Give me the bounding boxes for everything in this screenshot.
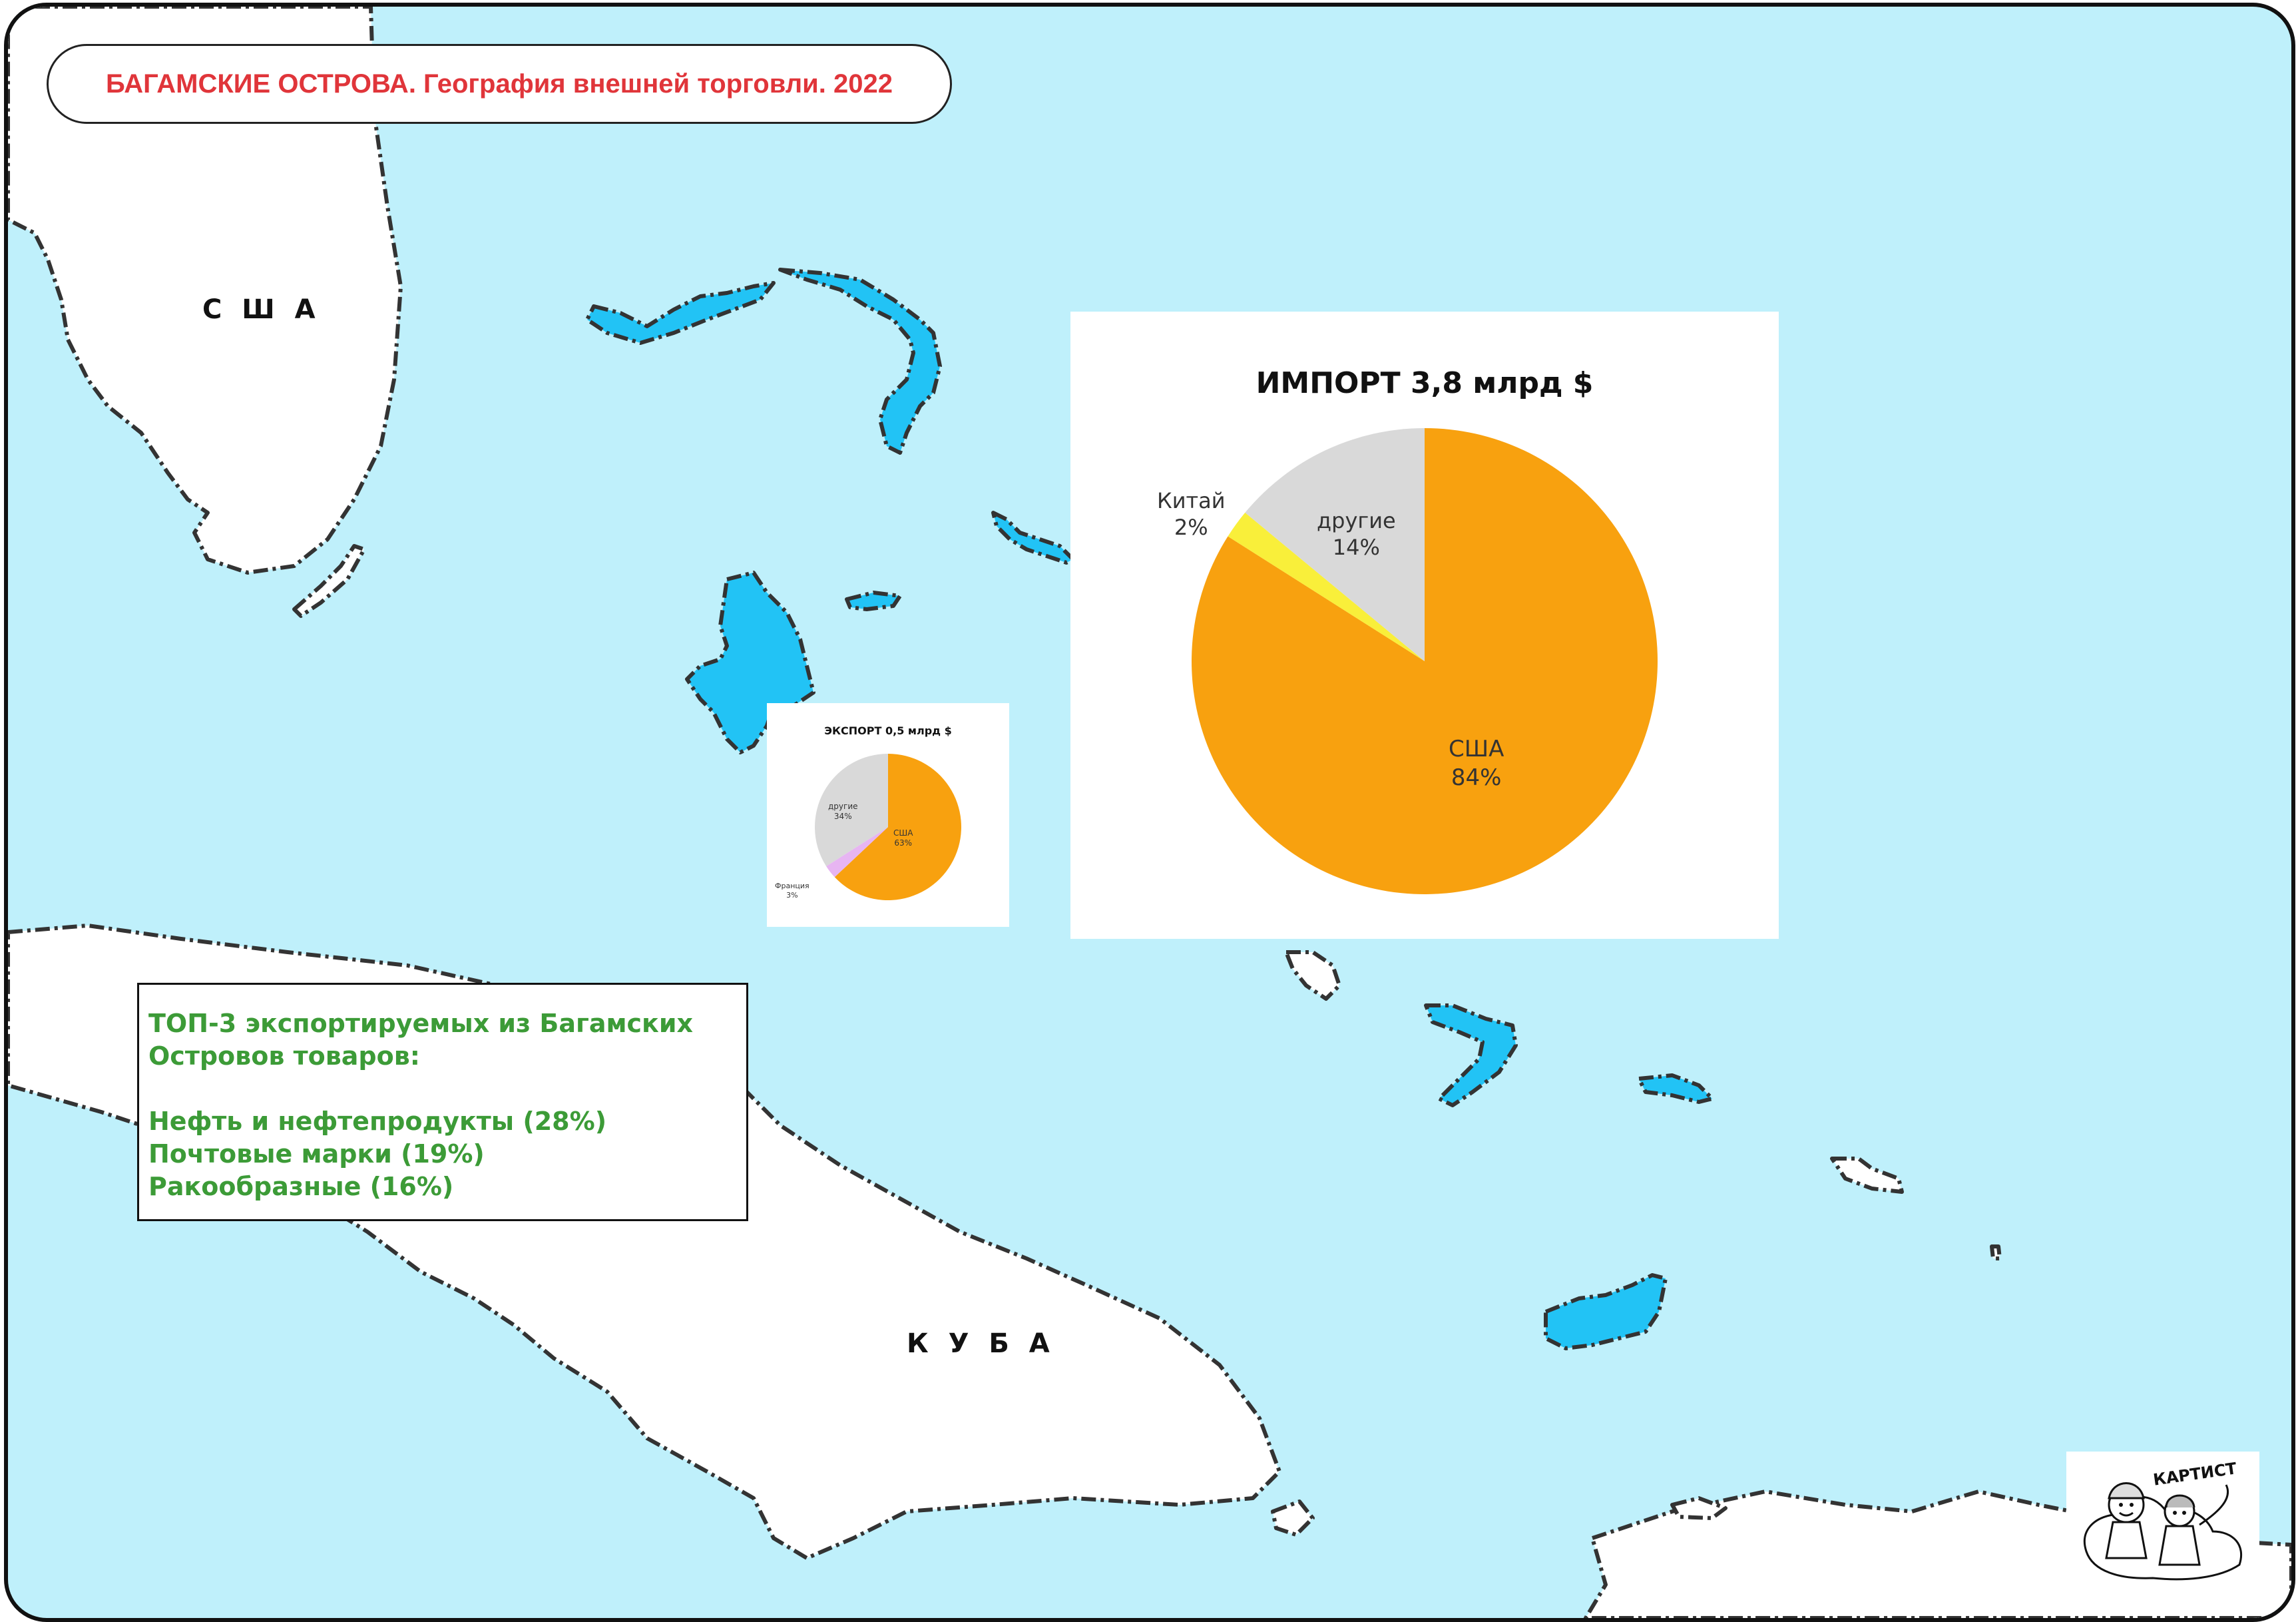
cartoon-characters-icon <box>2083 1482 2243 1581</box>
top-exports-item-1: Нефть и нефтепродукты (28%) <box>148 1107 607 1136</box>
island-andros <box>685 571 815 754</box>
top-exports-spacer <box>148 1073 737 1105</box>
land-tortuga <box>1670 1496 1727 1520</box>
island-eleuthera <box>991 511 1075 565</box>
island-great-inagua <box>1544 1273 1668 1350</box>
import-label-china: Китай 2% <box>1157 487 1226 541</box>
island-grand-bahama <box>585 281 776 345</box>
export-label-usa-name: США <box>893 828 913 838</box>
island-small-2 <box>1990 1244 2002 1260</box>
title-box: БАГАМСКИЕ ОСТРОВА. География внешней тор… <box>47 44 952 124</box>
export-chart-card: ЭКСПОРТ 0,5 млрд $ США 63% Франция 3% др… <box>767 703 1009 927</box>
island-crooked <box>1424 1003 1518 1107</box>
export-label-france: Франция 3% <box>775 882 809 900</box>
land-isla-juventud <box>1271 1499 1315 1537</box>
import-label-other-value: 14% <box>1332 535 1380 560</box>
export-label-other: другие 34% <box>828 802 858 822</box>
country-label-usa: С Ш А <box>202 294 321 325</box>
island-small-1 <box>1830 1157 1904 1194</box>
export-slice-0 <box>834 754 961 900</box>
land-usa <box>8 7 403 575</box>
import-chart-title: ИМПОРТ 3,8 млрд $ <box>1256 366 1594 400</box>
export-chart-title: ЭКСПОРТ 0,5 млрд $ <box>824 724 952 737</box>
export-pie <box>815 754 961 900</box>
import-label-china-name: Китай <box>1157 488 1226 513</box>
top-exports-heading-1: ТОП-3 экспортируемых из Багамских <box>148 1009 693 1038</box>
export-slice-2 <box>815 754 888 866</box>
export-label-other-value: 34% <box>833 812 852 821</box>
page-title: БАГАМСКИЕ ОСТРОВА. География внешней тор… <box>106 69 893 99</box>
top-exports-box: ТОП-3 экспортируемых из Багамских Остров… <box>137 983 748 1221</box>
import-label-other-name: другие <box>1317 508 1396 533</box>
import-label-usa-value: 84% <box>1451 764 1502 791</box>
import-label-usa-name: США <box>1449 736 1504 762</box>
land-florida-keys <box>292 544 366 618</box>
island-abaco <box>778 268 942 455</box>
island-new-providence <box>845 591 902 611</box>
export-label-france-value: 3% <box>786 890 798 900</box>
export-label-usa-value: 63% <box>894 838 913 848</box>
top-exports-item-3: Ракообразные (16%) <box>148 1172 454 1201</box>
import-slice-2 <box>1245 428 1425 661</box>
country-label-cuba: К У Б А <box>907 1328 1055 1359</box>
export-label-other-name: другие <box>828 802 858 811</box>
island-mayaguana <box>1637 1073 1714 1104</box>
island-small-3 <box>1284 950 1341 1001</box>
export-label-usa: США 63% <box>893 828 913 848</box>
top-exports-item-2: Почтовые марки (19%) <box>148 1139 485 1169</box>
top-exports-heading-2: Островов товаров: <box>148 1041 420 1071</box>
import-chart-card: ИМПОРТ 3,8 млрд $ США 84% Китай 2% други… <box>1070 312 1779 939</box>
export-label-france-name: Франция <box>775 882 809 890</box>
map-frame: БАГАМСКИЕ ОСТРОВА. География внешней тор… <box>4 3 2295 1622</box>
import-slice-1 <box>1228 512 1425 661</box>
import-pie <box>1192 428 1658 894</box>
import-label-other: другие 14% <box>1317 507 1396 561</box>
import-label-china-value: 2% <box>1174 515 1208 540</box>
import-label-usa: США 84% <box>1449 735 1504 792</box>
export-slice-1 <box>826 827 888 878</box>
logo-box: КАРТИСТ <box>2066 1452 2259 1591</box>
